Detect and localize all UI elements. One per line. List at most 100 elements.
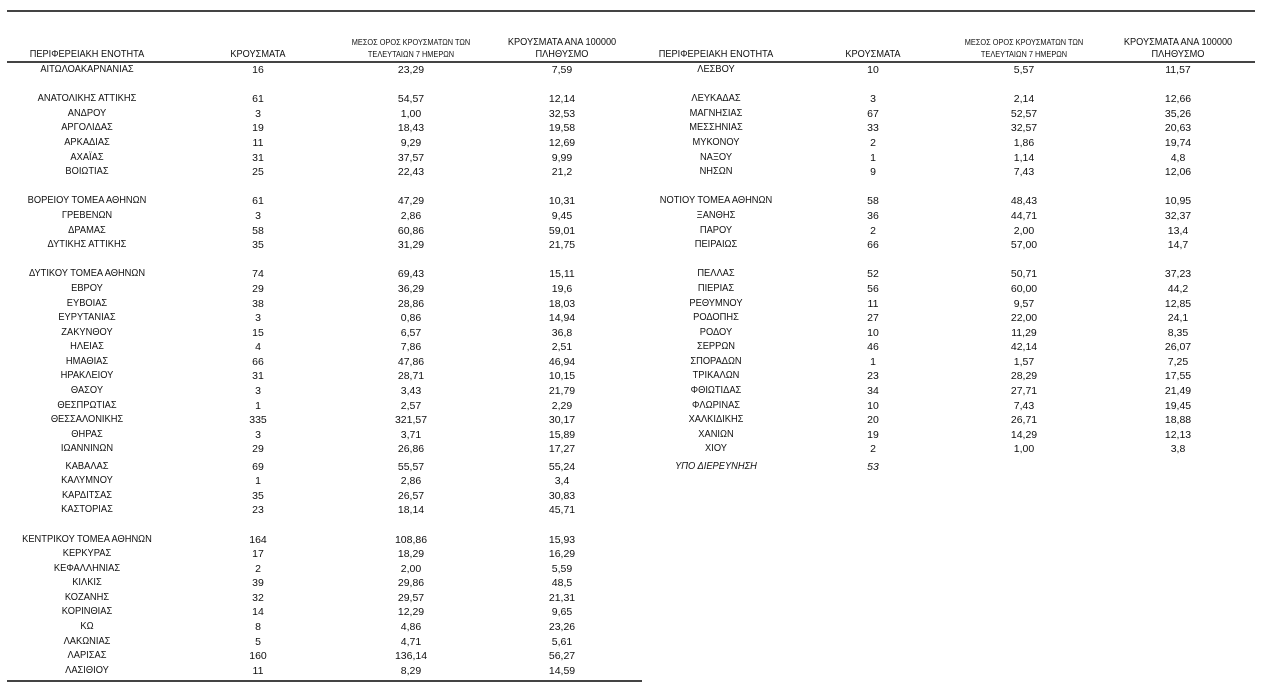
per-100k-cell: 30,83: [548, 489, 576, 502]
region-cell: ΚΩ: [80, 621, 94, 633]
avg-7day-cell: 7,86: [400, 341, 422, 354]
per-100k-cell: 16,29: [548, 548, 576, 561]
per-100k-cell: 48,5: [551, 577, 573, 590]
avg-7day-cell: 55,57: [397, 460, 425, 473]
per-100k-cell: 7,25: [1167, 355, 1189, 368]
avg-7day-cell: 1,14: [1013, 151, 1035, 164]
per-100k-cell: 2,29: [551, 399, 573, 412]
cases-cell: 25: [252, 166, 264, 179]
avg-7day-cell: 9,29: [400, 136, 422, 149]
cases-cell: 11: [252, 664, 264, 677]
avg-7day-cell: 28,86: [397, 297, 425, 310]
cases-cell: 17: [252, 548, 264, 561]
cases-cell: 53: [867, 460, 879, 473]
avg-7day-cell: 54,57: [397, 93, 425, 106]
per-100k-cell: 12,66: [1164, 93, 1192, 106]
top-rule: [7, 10, 1255, 12]
cases-cell: 1: [870, 151, 876, 164]
avg-7day-cell: 12,29: [397, 606, 425, 619]
per-100k-cell: 4,8: [1170, 151, 1186, 164]
region-cell: ΗΛΕΙΑΣ: [70, 341, 104, 353]
cases-cell: 35: [252, 489, 264, 502]
avg-7day-cell: 60,00: [1010, 282, 1038, 295]
cases-cell: 9: [870, 166, 876, 179]
per-100k-cell: 56,27: [548, 650, 576, 663]
region-cell: ΚΕΦΑΛΛΗΝΙΑΣ: [53, 562, 121, 574]
region-cell: ΛΕΣΒΟΥ: [697, 64, 735, 75]
header-text: ΤΕΛΕΥΤΑΙΩΝ 7 ΗΜΕΡΩΝ: [980, 50, 1068, 59]
per-100k-cell: 10,31: [548, 195, 576, 208]
per-100k-cell: 12,14: [548, 93, 576, 106]
cases-cell: 3: [255, 312, 261, 325]
region-cell: ΛΑΚΩΝΙΑΣ: [63, 635, 111, 647]
avg-7day-cell: 14,29: [1010, 428, 1038, 441]
avg-7day-cell: 18,29: [397, 548, 425, 561]
per-100k-cell: 35,26: [1164, 107, 1192, 120]
region-cell: ΝΑΞΟΥ: [699, 151, 733, 163]
cases-cell: 66: [252, 355, 264, 368]
cases-cell: 39: [252, 577, 264, 590]
avg-7day-cell: 11,29: [1011, 326, 1037, 339]
per-100k-cell: 5,61: [551, 635, 573, 648]
per-100k-cell: 21,31: [548, 591, 576, 604]
avg-7day-cell: 32,57: [1010, 122, 1038, 135]
per-100k-cell: 12,85: [1164, 297, 1192, 310]
region-cell: ΚΟΖΑΝΗΣ: [64, 591, 110, 603]
avg-7day-cell: 44,71: [1010, 209, 1038, 222]
avg-7day-header: ΜΕΣΟΣ ΟΡΟΣ ΚΡΟΥΣΜΑΤΩΝ ΤΩΝ ΤΕΛΕΥΤΑΙΩΝ 7 ΗΜ…: [346, 37, 477, 61]
avg-7day-cell: 27,71: [1010, 385, 1038, 398]
avg-7day-cell: 3,43: [400, 385, 422, 398]
cases-cell: 29: [252, 443, 264, 456]
region-cell: ΑΡΚΑΔΙΑΣ: [64, 136, 110, 148]
cases-cell: 16: [252, 64, 264, 76]
header-text: ΤΕΛΕΥΤΑΙΩΝ 7 ΗΜΕΡΩΝ: [367, 50, 455, 59]
per-100k-cell: 32,53: [548, 107, 576, 120]
region-cell: ΘΑΣΟΥ: [70, 385, 104, 397]
region-cell: ΘΕΣΣΑΛΟΝΙΚΗΣ: [50, 414, 124, 426]
cases-cell: 67: [867, 107, 879, 120]
cases-cell: 61: [252, 195, 264, 208]
cases-cell: 69: [252, 460, 264, 473]
region-cell: ΒΟΡΕΙΟΥ ΤΟΜΕΑ ΑΘΗΝΩΝ: [27, 195, 147, 207]
avg-7day-cell: 26,57: [397, 489, 425, 502]
cases-cell: 74: [252, 268, 264, 281]
avg-7day-cell: 31,29: [397, 239, 425, 252]
cases-cell: 15: [252, 326, 264, 339]
region-cell: ΙΩΑΝΝΙΝΩΝ: [60, 443, 114, 455]
avg-7day-cell: 9,57: [1013, 297, 1035, 310]
region-cell: ΑΝΔΡΟΥ: [67, 107, 107, 119]
region-cell: ΤΡΙΚΑΛΩΝ: [692, 370, 740, 382]
cases-cell: 56: [867, 282, 879, 295]
region-cell: ΓΡΕΒΕΝΩΝ: [61, 209, 113, 221]
per-100k-cell: 46,94: [548, 355, 576, 368]
cases-cell: 2: [870, 136, 876, 149]
cases-cell: 10: [867, 326, 879, 339]
per-100k-cell: 36,8: [551, 326, 573, 339]
avg-7day-cell: 22,00: [1010, 312, 1038, 325]
cases-cell: 19: [867, 428, 879, 441]
per-100k-cell: 15,89: [548, 428, 576, 441]
per-100k-cell: 3,4: [554, 475, 570, 488]
header-text: ΚΡΟΥΣΜΑΤΑ ΑΝΑ 100000: [507, 37, 617, 48]
avg-7day-cell: 2,00: [400, 562, 422, 575]
cases-header: ΚΡΟΥΣΜΑΤΑ: [801, 49, 945, 61]
avg-7day-cell: 1,00: [1013, 443, 1035, 456]
region-cell: ΑΡΓΟΛΙΔΑΣ: [61, 122, 113, 134]
per-100k-cell: 10,95: [1164, 195, 1192, 208]
avg-7day-cell: 7,43: [1013, 166, 1035, 179]
per-100k-cell: 24,1: [1167, 312, 1189, 325]
avg-7day-cell: 0,86: [400, 312, 422, 325]
per-100k-cell: 3,8: [1170, 443, 1186, 456]
region-cell: ΘΗΡΑΣ: [71, 428, 103, 440]
avg-7day-cell: 321,57: [394, 414, 428, 427]
per-100k-cell: 21,75: [548, 239, 576, 252]
cases-cell: 335: [249, 414, 267, 427]
region-cell: ΚΕΡΚΥΡΑΣ: [62, 548, 112, 560]
header-text: ΜΕΣΟΣ ΟΡΟΣ ΚΡΟΥΣΜΑΤΩΝ ΤΩΝ: [351, 38, 471, 47]
avg-7day-cell: 26,86: [397, 443, 425, 456]
region-cell: ΗΡΑΚΛΕΙΟΥ: [60, 370, 114, 382]
cases-cell: 3: [255, 428, 261, 441]
avg-7day-cell: 2,86: [400, 209, 422, 222]
avg-7day-cell: 47,29: [397, 195, 425, 208]
cases-cell: 3: [255, 385, 261, 398]
